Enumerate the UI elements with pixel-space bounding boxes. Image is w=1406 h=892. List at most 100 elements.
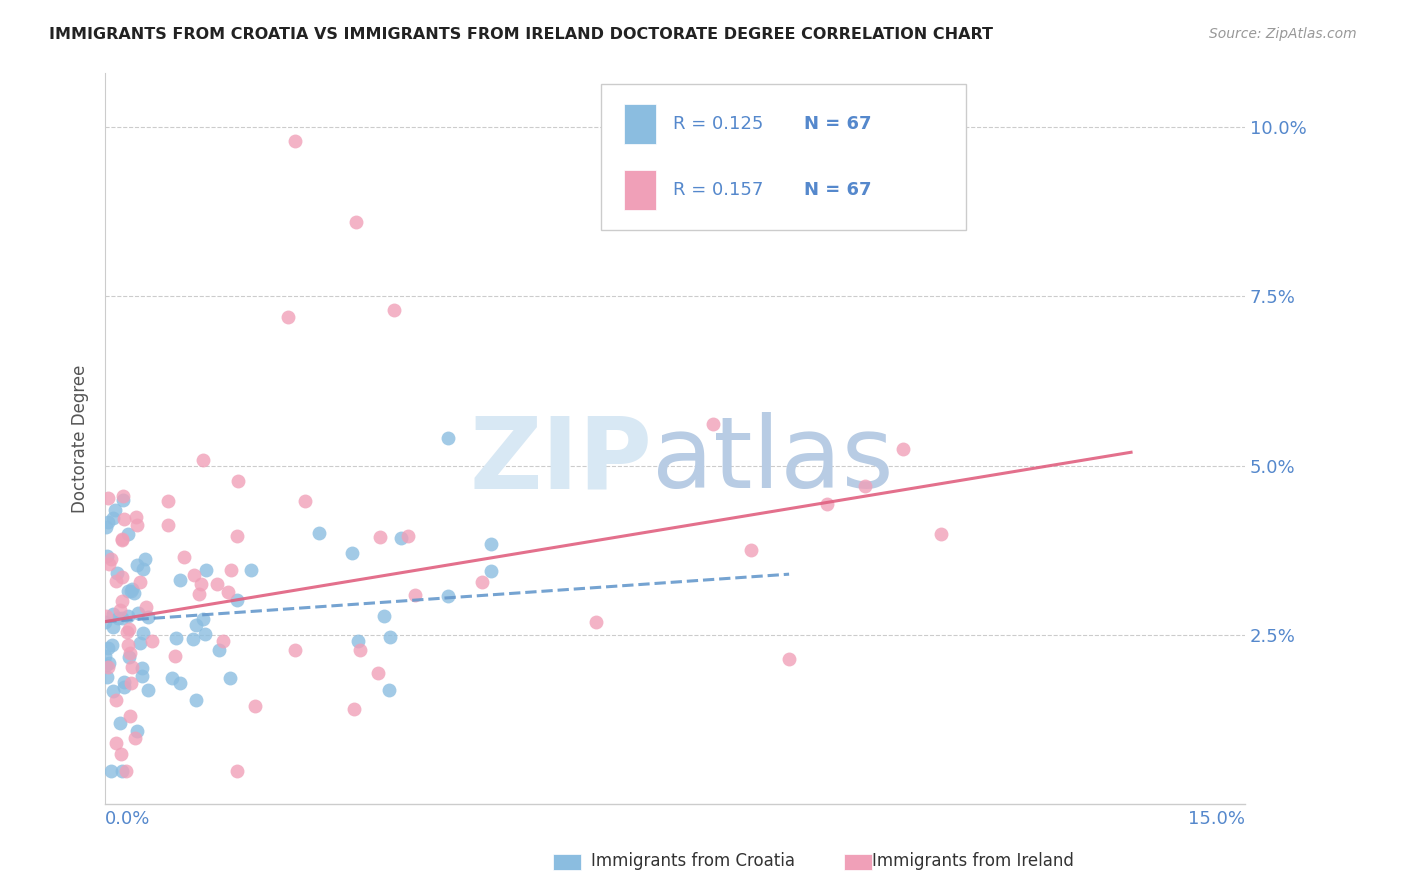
Point <box>184 618 207 632</box>
Text: atlas: atlas <box>652 412 894 509</box>
Point <box>131 661 153 675</box>
Point <box>396 529 419 543</box>
Point <box>110 747 132 762</box>
Point <box>479 537 502 551</box>
Point <box>191 612 214 626</box>
Point <box>131 669 153 683</box>
Point <box>98 657 121 671</box>
Point <box>117 526 139 541</box>
Point <box>344 215 367 229</box>
Point <box>112 675 135 690</box>
Point <box>97 515 120 529</box>
Point <box>226 474 249 488</box>
Point <box>101 607 124 622</box>
Point <box>117 609 139 624</box>
Point <box>94 609 117 624</box>
Point <box>165 648 187 663</box>
Point <box>157 494 180 508</box>
Point <box>111 489 134 503</box>
Point <box>217 585 239 599</box>
Point <box>111 611 134 625</box>
Bar <box>624 104 655 145</box>
Point <box>136 682 159 697</box>
Point <box>118 646 141 660</box>
Point <box>129 574 152 589</box>
Point <box>111 594 134 608</box>
Point <box>96 549 118 563</box>
Point <box>118 650 141 665</box>
Point <box>124 731 146 745</box>
Point <box>437 589 460 603</box>
Point <box>343 702 366 716</box>
Point <box>128 636 150 650</box>
Point <box>195 563 218 577</box>
Text: Immigrants from Ireland: Immigrants from Ireland <box>872 852 1074 870</box>
Point <box>112 493 135 508</box>
Text: R = 0.157: R = 0.157 <box>673 181 763 199</box>
Point <box>108 715 131 730</box>
Point <box>100 764 122 778</box>
Point <box>377 683 399 698</box>
Point <box>225 529 247 543</box>
Point <box>382 303 405 318</box>
Bar <box>624 169 655 211</box>
Point <box>111 570 134 584</box>
Point <box>891 442 914 457</box>
Point <box>110 603 132 617</box>
Point <box>437 431 460 445</box>
Point <box>141 634 163 648</box>
Point <box>191 453 214 467</box>
Point <box>169 676 191 690</box>
Point <box>225 764 247 778</box>
Point <box>471 574 494 589</box>
Text: Immigrants from Croatia: Immigrants from Croatia <box>591 852 794 870</box>
Point <box>104 693 127 707</box>
Point <box>194 627 217 641</box>
Point <box>778 652 800 666</box>
Point <box>121 582 143 596</box>
Point <box>98 557 121 571</box>
Point <box>103 684 125 698</box>
Point <box>132 562 155 576</box>
Point <box>169 573 191 587</box>
Y-axis label: Doctorate Degree: Doctorate Degree <box>72 365 89 513</box>
Point <box>124 586 146 600</box>
Point <box>219 672 242 686</box>
Point <box>125 723 148 738</box>
Point <box>184 693 207 707</box>
Point <box>136 610 159 624</box>
Text: 0.0%: 0.0% <box>105 810 150 829</box>
Point <box>347 634 370 648</box>
Point <box>132 626 155 640</box>
Point <box>101 638 124 652</box>
Point <box>277 310 299 324</box>
Point <box>308 526 330 541</box>
Point <box>294 494 316 508</box>
Point <box>135 600 157 615</box>
Text: R = 0.125: R = 0.125 <box>673 115 763 133</box>
Point <box>97 660 120 674</box>
Point <box>120 709 142 723</box>
Point <box>221 563 243 577</box>
Point <box>118 622 141 636</box>
Point <box>112 681 135 695</box>
Point <box>125 510 148 524</box>
Point <box>125 518 148 533</box>
Point <box>183 567 205 582</box>
Point <box>284 134 307 148</box>
Point <box>479 564 502 578</box>
Point <box>165 632 187 646</box>
Point <box>404 588 426 602</box>
Point <box>117 584 139 599</box>
Point <box>243 698 266 713</box>
Point <box>134 552 156 566</box>
Point <box>207 576 229 591</box>
Point <box>212 633 235 648</box>
Point <box>94 520 117 534</box>
Point <box>157 518 180 533</box>
Point <box>815 497 838 511</box>
Point <box>111 532 134 546</box>
Point <box>389 531 412 545</box>
Point <box>120 676 142 690</box>
Text: 15.0%: 15.0% <box>1188 810 1246 829</box>
